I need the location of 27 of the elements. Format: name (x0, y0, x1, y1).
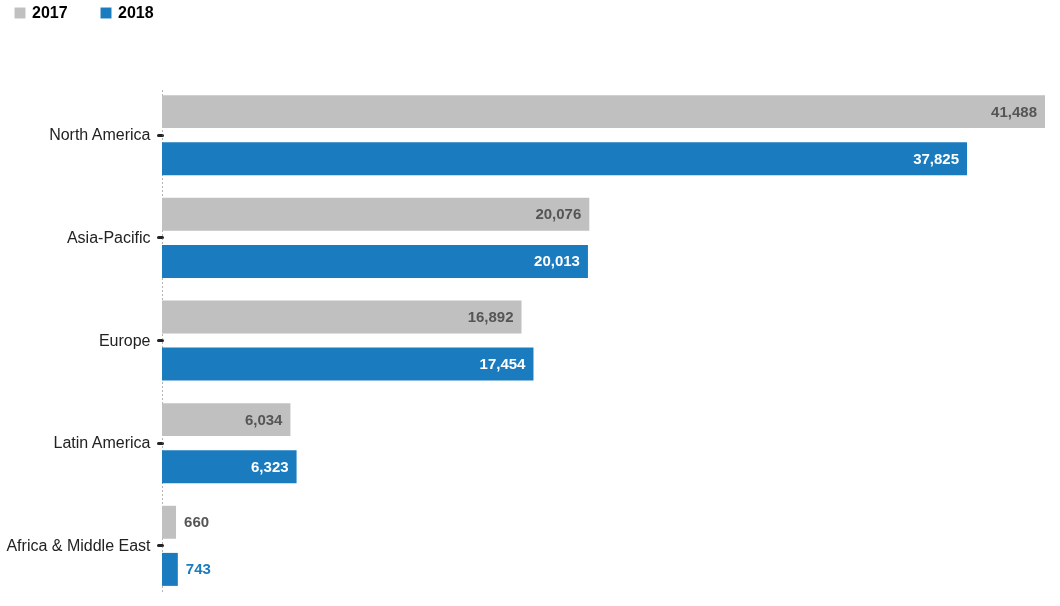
data-label: 16,892 (467, 307, 514, 325)
legend-label: 2018 (118, 4, 154, 21)
legend-label: 2017 (32, 4, 68, 21)
bar (162, 244, 588, 278)
data-label: 41,488 (991, 102, 1037, 120)
bar (162, 347, 534, 381)
y-tick-label: North America (49, 126, 151, 144)
y-tick-label: Asia-Pacific (66, 228, 151, 246)
bar (162, 450, 297, 484)
data-label: 6,034 (244, 410, 284, 428)
data-label: 20,076 (535, 205, 582, 223)
bar (162, 197, 590, 231)
data-label: 743 (185, 560, 211, 578)
data-label: 660 (184, 513, 210, 531)
y-tick-label: Africa & Middle East (6, 536, 152, 554)
data-label: 17,454 (479, 355, 527, 373)
bar (162, 403, 291, 437)
bar (162, 95, 1045, 129)
data-label: 20,013 (534, 252, 580, 270)
data-label: 37,825 (913, 149, 960, 167)
bar (162, 552, 178, 586)
bar (162, 505, 177, 539)
data-label: 6,323 (251, 457, 289, 475)
y-tick-label: Europe (98, 331, 151, 349)
bar (162, 142, 968, 176)
y-tick-label: Latin America (53, 434, 151, 452)
bar (162, 300, 522, 334)
